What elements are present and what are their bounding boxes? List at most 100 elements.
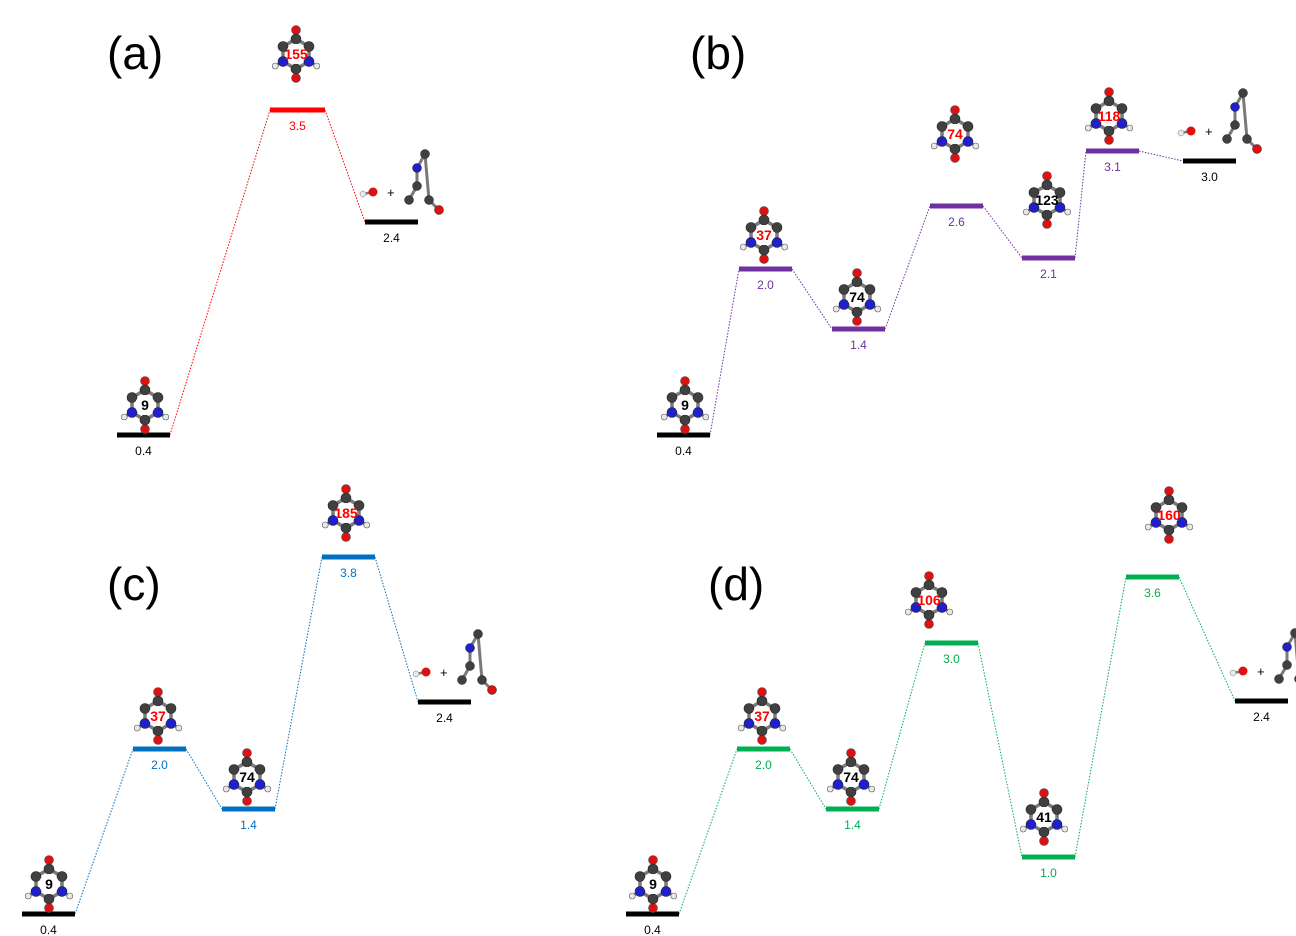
energy-level-c-1 bbox=[133, 746, 186, 752]
nitrogen-atom bbox=[126, 407, 138, 418]
molecule-model-b-3 bbox=[930, 105, 980, 163]
carbon-atom bbox=[1222, 134, 1232, 144]
oxygen-atom bbox=[242, 748, 252, 758]
carbon-atom bbox=[1051, 804, 1063, 815]
hydrogen-atom bbox=[120, 413, 128, 421]
carbon-atom bbox=[758, 244, 770, 256]
carbon-atom bbox=[1025, 804, 1037, 815]
energy-level-c-2 bbox=[222, 806, 275, 812]
hydrogen-atom bbox=[1126, 124, 1134, 132]
nitrogen-atom bbox=[165, 718, 177, 729]
carbon-atom bbox=[43, 893, 55, 905]
molecule-model-d-4 bbox=[1019, 788, 1069, 846]
oxygen-atom bbox=[924, 619, 934, 629]
nitrogen-atom bbox=[1054, 202, 1066, 213]
nitrogen-atom bbox=[1150, 517, 1162, 528]
carbon-atom bbox=[1041, 179, 1053, 191]
connector-b-1 bbox=[791, 268, 833, 330]
molecule-model-c-1 bbox=[133, 687, 183, 745]
carbon-atom bbox=[660, 871, 672, 882]
nitrogen-atom bbox=[936, 602, 948, 613]
hydrogen-atom bbox=[1144, 523, 1152, 531]
oxygen-atom bbox=[487, 685, 497, 695]
energy-level-d-6 bbox=[1235, 698, 1288, 704]
hydrogen-atom bbox=[1084, 124, 1092, 132]
hydrogen-atom bbox=[670, 892, 678, 900]
energy-level-b-6 bbox=[1183, 158, 1236, 164]
connector-d-2 bbox=[878, 642, 926, 810]
ring-size-label-d-5: 160 bbox=[1157, 507, 1181, 523]
carbon-atom bbox=[30, 871, 42, 882]
hydrogen-atom bbox=[313, 62, 321, 70]
hydrogen-atom bbox=[1022, 208, 1030, 216]
molecule-model-d-3 bbox=[904, 571, 954, 629]
carbon-atom bbox=[290, 33, 302, 45]
nitrogen-atom bbox=[412, 163, 422, 173]
bond bbox=[1241, 92, 1249, 140]
nitrogen-atom bbox=[56, 886, 68, 897]
carbon-atom bbox=[424, 195, 434, 205]
connector-b-0 bbox=[709, 268, 740, 436]
carbon-atom bbox=[1176, 502, 1188, 513]
ring-label-backdrop bbox=[945, 124, 965, 144]
ring-size-label-c-3: 185 bbox=[334, 505, 358, 521]
oxygen-atom bbox=[1104, 87, 1114, 97]
nitrogen-atom bbox=[1028, 202, 1040, 213]
oxygen-atom bbox=[44, 903, 54, 913]
oxygen-atom bbox=[1164, 486, 1174, 496]
carbon-atom bbox=[1290, 628, 1296, 638]
ring-label-backdrop bbox=[135, 395, 155, 415]
carbon-atom bbox=[353, 500, 365, 511]
oxygen-atom bbox=[757, 735, 767, 745]
carbon-atom bbox=[1116, 103, 1128, 114]
carbon-atom bbox=[858, 764, 870, 775]
connector-d-1 bbox=[789, 748, 827, 810]
molecule-model-d-5 bbox=[1144, 486, 1194, 544]
hydrogen-atom bbox=[702, 413, 710, 421]
carbon-atom bbox=[1274, 674, 1284, 684]
connector-c-2 bbox=[274, 556, 323, 810]
oxygen-atom bbox=[153, 735, 163, 745]
hydrogen-atom bbox=[1186, 523, 1194, 531]
energy-level-a-2 bbox=[365, 219, 418, 225]
product-molecules-d: + bbox=[1229, 628, 1296, 684]
ring-size-label-a-1: 155 bbox=[284, 46, 308, 62]
product-molecules-b: + bbox=[1177, 88, 1262, 154]
energy-label-b-5: 3.1 bbox=[1104, 160, 1121, 174]
energy-label-d-5: 3.6 bbox=[1144, 586, 1161, 600]
energy-level-b-2 bbox=[832, 326, 885, 332]
carbon-atom bbox=[743, 703, 755, 714]
nitrogen-atom bbox=[1282, 642, 1292, 652]
carbon-atom bbox=[465, 661, 475, 671]
carbon-atom bbox=[851, 306, 863, 318]
energy-level-b-5 bbox=[1086, 148, 1139, 154]
hydrogen-atom bbox=[832, 305, 840, 313]
nitrogen-atom bbox=[745, 237, 757, 248]
energy-label-a-1: 3.5 bbox=[289, 119, 306, 133]
hydrogen-atom bbox=[222, 785, 230, 793]
nitrogen-atom bbox=[864, 299, 876, 310]
hydrogen-atom bbox=[363, 521, 371, 529]
nitrogen-atom bbox=[327, 515, 339, 526]
carbon-atom bbox=[404, 195, 414, 205]
hydrogen-atom bbox=[175, 724, 183, 732]
carbon-atom bbox=[962, 121, 974, 132]
energy-label-c-1: 2.0 bbox=[151, 758, 168, 772]
nitrogen-atom bbox=[858, 779, 870, 790]
connector-d-0 bbox=[678, 748, 738, 915]
oxygen-atom bbox=[680, 424, 690, 434]
molecule-model-c-2 bbox=[222, 748, 272, 806]
carbon-atom bbox=[1163, 524, 1175, 536]
energy-label-b-1: 2.0 bbox=[757, 278, 774, 292]
nitrogen-atom bbox=[303, 56, 315, 67]
energy-level-a-1 bbox=[270, 107, 325, 113]
oxygen-atom bbox=[759, 254, 769, 264]
oxygen-atom bbox=[924, 571, 934, 581]
plus-sign: + bbox=[1257, 664, 1265, 679]
hydrogen-atom bbox=[868, 785, 876, 793]
ring-size-label-b-5: 118 bbox=[1098, 108, 1121, 124]
ring-size-label-d-2: 74 bbox=[843, 769, 859, 785]
oxygen-atom bbox=[242, 796, 252, 806]
energy-label-b-4: 2.1 bbox=[1040, 267, 1057, 281]
nitrogen-atom bbox=[228, 779, 240, 790]
